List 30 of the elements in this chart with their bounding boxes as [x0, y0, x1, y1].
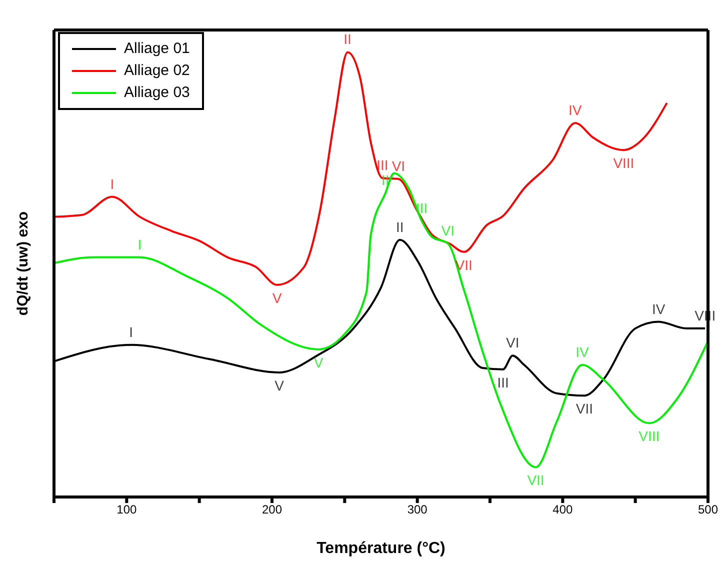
- annotation: V: [314, 354, 324, 370]
- annotation: III: [376, 157, 388, 174]
- annotation: V: [274, 377, 285, 394]
- x-axis-title: Température (°C): [316, 540, 446, 557]
- annotation: V: [272, 290, 282, 306]
- annotation: VI: [392, 158, 406, 174]
- annotation: II: [396, 218, 404, 235]
- x-tick-label: 200: [262, 502, 282, 517]
- legend-label: Alliage 02: [124, 61, 190, 81]
- annotation: VI: [506, 334, 520, 351]
- annotation: VII: [576, 400, 594, 417]
- legend-label: Alliage 03: [124, 83, 190, 103]
- x-tick-label: 300: [407, 502, 428, 517]
- annotation: I: [110, 176, 114, 192]
- annotation: III: [497, 374, 509, 390]
- annotation: I: [129, 324, 133, 340]
- annotation: VII: [527, 472, 544, 488]
- annotation: II: [344, 31, 352, 48]
- x-tick-label: 400: [552, 502, 573, 517]
- annotation: VIII: [613, 155, 634, 172]
- annotation: I: [138, 236, 142, 252]
- y-axis-title: dQ/dt (uw) exo: [14, 211, 32, 316]
- x-tick-label: 500: [698, 502, 718, 517]
- annotation: VI: [441, 222, 454, 238]
- annotation: VIII: [638, 428, 660, 444]
- annotation: IV: [568, 102, 582, 118]
- annotation: IV: [576, 344, 590, 360]
- legend-label: Alliage 01: [124, 39, 190, 59]
- x-tick-label: 100: [116, 502, 137, 517]
- annotation: IV: [652, 300, 666, 317]
